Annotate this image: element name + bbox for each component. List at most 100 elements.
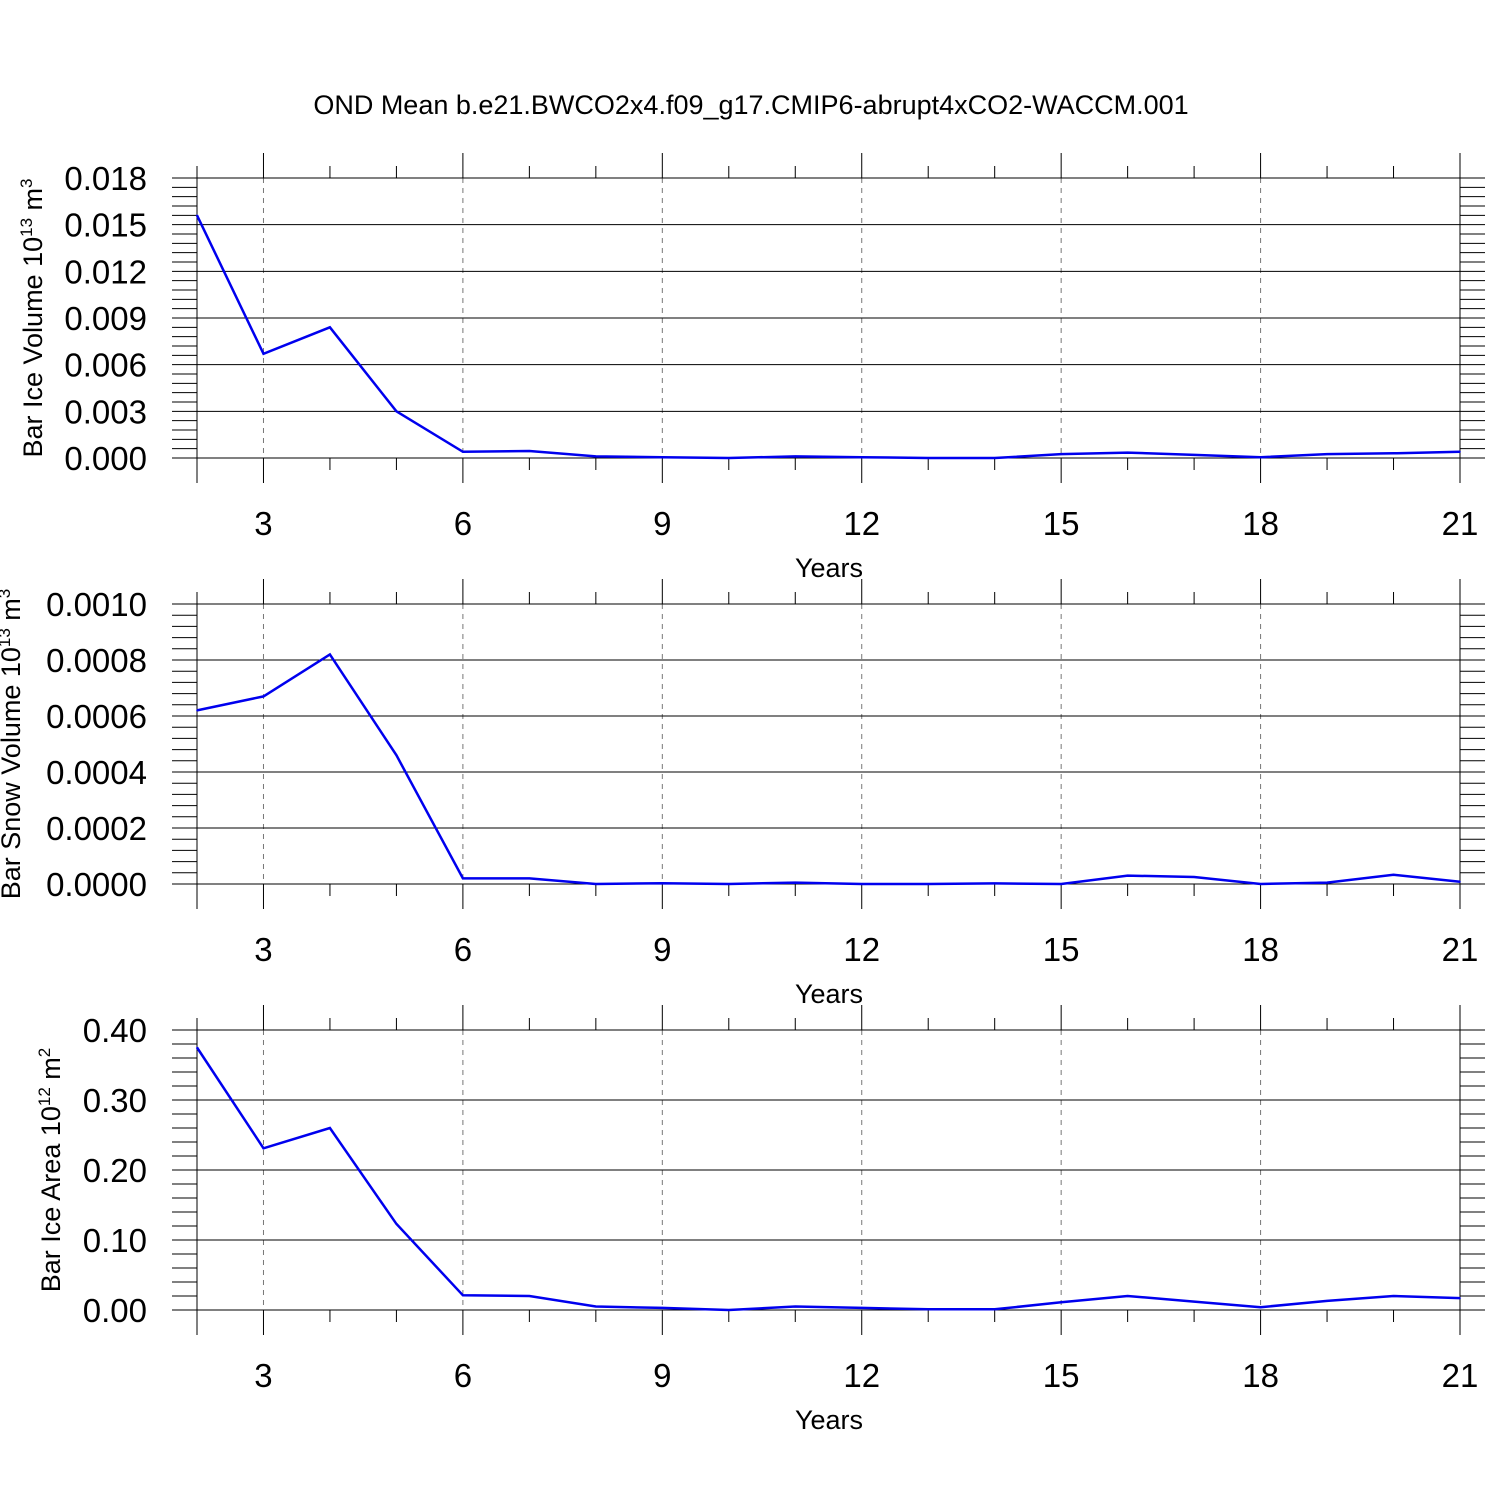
- y-axis-label-exp: 12: [35, 1087, 54, 1106]
- y-axis-label: Bar Snow Volume 1013 m3: [0, 589, 26, 900]
- data-point: [1326, 881, 1328, 884]
- y-axis-label-unit: m: [36, 1057, 66, 1087]
- panel-1: 0.000 0.003 0.006 0.009 0.012 0.015 0.018 3 6 9 12…: [17, 153, 1485, 583]
- y-tick-label: 0.0010: [46, 586, 147, 623]
- y-axis-label-unit-exp: 2: [35, 1048, 54, 1057]
- y-tick-label: 0.000: [64, 440, 147, 477]
- x-tick-label: 15: [1043, 931, 1080, 968]
- data-point: [462, 877, 464, 880]
- data-point: [993, 882, 996, 885]
- data-point: [1392, 1295, 1395, 1297]
- data-point: [860, 456, 863, 459]
- y-axis-label: Bar Ice Volume 1013 m3: [17, 178, 48, 457]
- x-tick-label: 21: [1442, 505, 1479, 542]
- x-axis-label: Years: [795, 553, 863, 583]
- series-line: [195, 1046, 1461, 1312]
- x-tick-label: 3: [254, 931, 272, 968]
- data-point: [462, 1294, 464, 1297]
- series-line: [195, 214, 1461, 460]
- data-point: [727, 457, 730, 459]
- x-tick-label: 12: [843, 1357, 880, 1394]
- data-point: [595, 455, 597, 458]
- y-tick-label: 0.009: [64, 300, 147, 337]
- y-axis-label-unit: m: [0, 598, 26, 628]
- data-point: [1459, 1297, 1461, 1299]
- data-point: [1126, 874, 1129, 877]
- y-tick-label: 0.20: [83, 1152, 147, 1189]
- data-point: [727, 1309, 730, 1311]
- data-point: [1060, 883, 1062, 885]
- data-point: [329, 653, 331, 656]
- data-point: [1060, 453, 1062, 455]
- x-tick-label: 15: [1043, 505, 1080, 542]
- y-tick-label: 0.015: [64, 207, 147, 244]
- x-tick-label: 6: [454, 931, 472, 968]
- y-axis-label-text: Bar Ice Area 10: [36, 1106, 66, 1292]
- y-axis-label-exp: 13: [0, 628, 14, 647]
- data-point: [1326, 453, 1328, 455]
- y-tick-label: 0.40: [83, 1012, 147, 1049]
- data-point: [528, 450, 531, 452]
- y-axis-label-unit: m: [18, 188, 48, 218]
- x-tick-label: 3: [254, 505, 272, 542]
- data-point: [395, 410, 398, 413]
- x-tick-label: 18: [1242, 505, 1279, 542]
- y-axis-label-exp: 13: [17, 218, 36, 237]
- data-point: [860, 883, 863, 885]
- data-point: [927, 457, 930, 459]
- data-point: [528, 877, 531, 880]
- y-tick-label: 0.0006: [46, 698, 147, 735]
- data-point: [661, 882, 664, 884]
- y-axis-label-text: Bar Snow Volume 10: [0, 647, 26, 899]
- y-axis-label-unit-exp: 3: [0, 589, 14, 598]
- y-tick-label: 0.0004: [46, 754, 147, 791]
- data-point: [794, 881, 797, 884]
- x-tick-label: 6: [454, 1357, 472, 1394]
- y-tick-label: 0.30: [83, 1082, 147, 1119]
- panel-3: 0.00 0.10 0.20 0.30 0.40 3 6 9 12 15 18 21 Years Bar …: [35, 1005, 1485, 1435]
- data-point: [1193, 1300, 1195, 1303]
- data-point: [528, 1295, 531, 1297]
- x-tick-label: 12: [843, 505, 880, 542]
- data-point: [1060, 1301, 1062, 1304]
- data-point: [595, 1305, 597, 1308]
- data-point: [1259, 883, 1262, 885]
- x-axis-label: Years: [795, 979, 863, 1009]
- data-point: [1193, 876, 1195, 878]
- x-tick-label: 9: [653, 505, 671, 542]
- y-tick-label: 0.0002: [46, 810, 147, 847]
- data-point: [1459, 880, 1461, 883]
- y-axis-label-unit-exp: 3: [17, 178, 36, 187]
- data-point: [1126, 1295, 1129, 1297]
- data-point: [395, 754, 398, 756]
- data-point: [993, 457, 996, 459]
- y-axis-label: Bar Ice Area 1012 m2: [35, 1048, 66, 1293]
- series-line: [196, 652, 1461, 886]
- data-point: [794, 455, 797, 458]
- data-point: [661, 456, 664, 459]
- y-tick-label: 0.0008: [46, 642, 147, 679]
- y-tick-label: 0.10: [83, 1222, 147, 1259]
- y-tick-label: 0.0000: [46, 866, 147, 903]
- data-point: [1459, 450, 1461, 453]
- data-point: [927, 883, 930, 885]
- data-point: [927, 1308, 930, 1311]
- data-point: [196, 709, 198, 712]
- data-point: [1392, 452, 1395, 455]
- x-tick-label: 15: [1043, 1357, 1080, 1394]
- data-point: [329, 1127, 331, 1129]
- data-point: [993, 1308, 996, 1311]
- data-point: [1126, 451, 1129, 454]
- data-point: [262, 695, 265, 698]
- y-tick-label: 0.00: [83, 1292, 147, 1329]
- y-tick-label: 0.006: [64, 347, 147, 384]
- x-tick-label: 9: [653, 931, 671, 968]
- x-tick-label: 18: [1242, 931, 1279, 968]
- data-point: [262, 352, 265, 355]
- data-point: [1259, 1306, 1262, 1308]
- data-point: [262, 1147, 265, 1150]
- data-point: [1259, 456, 1262, 459]
- x-tick-label: 6: [454, 505, 472, 542]
